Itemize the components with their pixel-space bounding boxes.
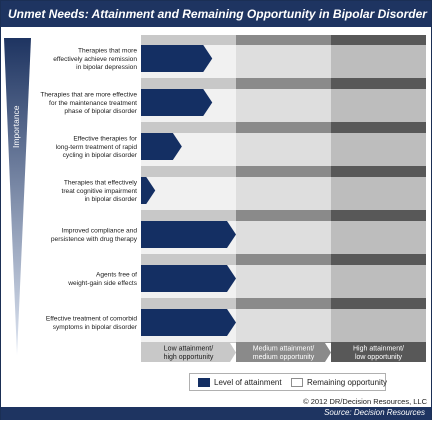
importance-arrow: [4, 38, 31, 355]
chart-title: Unmet Needs: Attainment and Remaining Op…: [8, 7, 427, 21]
opportunity-band: [141, 177, 236, 210]
legend-swatch-attainment: [198, 378, 210, 387]
opportunity-band: [331, 45, 426, 78]
category-label: Therapies that more effectively achieve r…: [53, 48, 137, 71]
attainment-bar: [141, 45, 213, 72]
title-bar: Unmet Needs: Attainment and Remaining Op…: [1, 1, 431, 27]
attainment-bar: [141, 133, 182, 160]
category-label: Therapies that effectively treat cognitiv…: [62, 180, 138, 203]
zone-label-box: [331, 343, 426, 362]
legend-swatch-opportunity: [291, 378, 303, 387]
opportunity-band: [331, 265, 426, 298]
category-label: Effective treatment of comorbid symptoms …: [46, 316, 138, 331]
legend-label-opportunity: Remaining opportunity: [307, 378, 388, 387]
opportunity-band: [236, 89, 331, 122]
category-label: Agents free of weight-gain side effects: [67, 272, 137, 287]
importance-axis-label: Importance: [11, 105, 21, 148]
opportunity-band: [236, 309, 331, 342]
zone-label-box: [236, 343, 331, 362]
opportunity-band: [331, 177, 426, 210]
opportunity-band: [236, 45, 331, 78]
zone-label-box: [141, 343, 236, 362]
opportunity-band: [331, 89, 426, 122]
copyright-text: © 2012 DR/Decision Resources, LLC: [303, 397, 427, 406]
category-label: Therapies that are more effective for the…: [40, 92, 137, 115]
attainment-bar: [141, 221, 236, 248]
opportunity-band: [236, 265, 331, 298]
category-label: Improved compliance and persistence with …: [51, 228, 138, 243]
source-text: Source: Decision Resources: [324, 408, 425, 417]
opportunity-band: [331, 133, 426, 166]
zone-label: Medium attainment/medium opportunity: [253, 346, 315, 362]
attainment-bar: [141, 309, 236, 336]
zone-label: High attainment/low opportunity: [353, 346, 404, 362]
opportunity-band: [236, 133, 331, 166]
attainment-bar: [141, 89, 213, 116]
zone-label: Low attainment/high opportunity: [164, 346, 214, 362]
opportunity-band: [331, 221, 426, 254]
legend: Level of attainment Remaining opportunit…: [189, 373, 388, 391]
opportunity-band: [236, 177, 331, 210]
opportunity-band: [236, 221, 331, 254]
attainment-bar: [141, 265, 236, 292]
opportunity-band: [331, 309, 426, 342]
source-bar: Source: Decision Resources: [1, 407, 431, 420]
category-label: Effective therapies for long-term treatme…: [56, 136, 138, 159]
attainment-bar: [141, 177, 156, 204]
legend-label-attainment: Level of attainment: [214, 378, 282, 387]
